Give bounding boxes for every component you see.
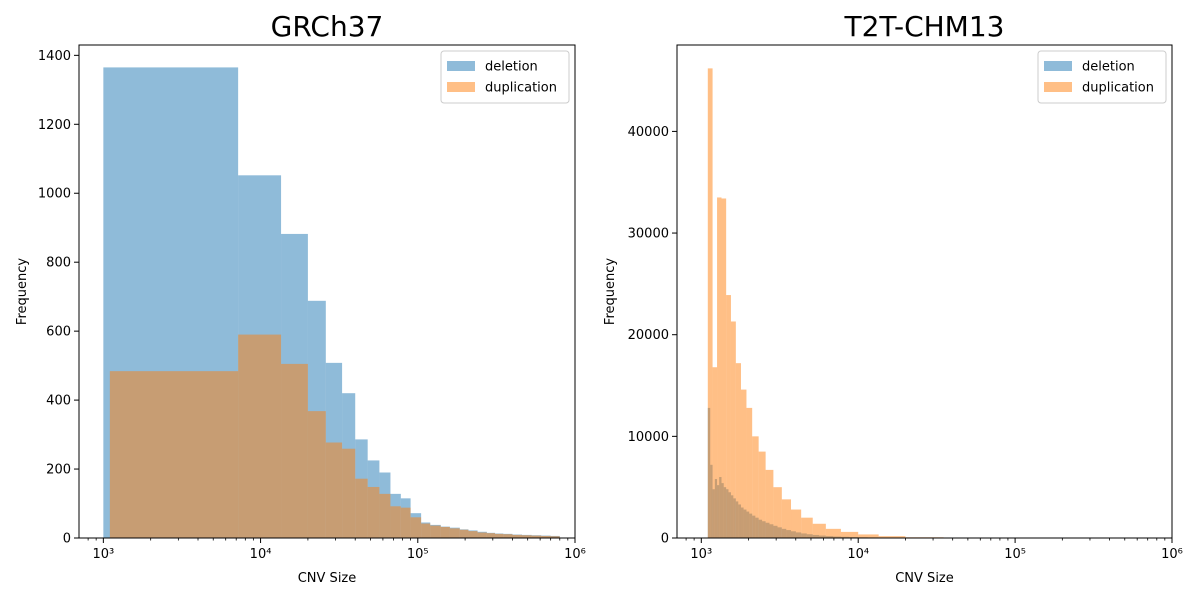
y-tick-label: 30000	[628, 227, 669, 242]
duplication-bar	[801, 517, 813, 538]
duplication-bar	[342, 448, 356, 538]
y-tick-label: 10000	[628, 430, 669, 445]
duplication-bar	[430, 525, 441, 538]
duplication-bar	[440, 526, 450, 538]
duplication-bar	[477, 532, 487, 538]
duplication-bar	[781, 499, 792, 538]
x-axis-label: CNV Size	[298, 571, 357, 586]
duplication-bar	[421, 523, 431, 538]
duplication-bar	[878, 536, 906, 538]
axes-frame	[78, 44, 576, 539]
x-tick-label: 10⁵	[1004, 547, 1026, 562]
y-tick-label: 0	[661, 532, 669, 547]
duplication-bar	[355, 478, 368, 538]
duplication-bar	[840, 531, 859, 538]
x-tick-label: 10⁴	[250, 547, 272, 562]
duplication-bar	[238, 334, 282, 538]
x-tick-label: 10⁴	[847, 547, 869, 562]
duplication-bar	[726, 295, 731, 538]
duplication-bar	[791, 509, 802, 538]
axes-frame	[676, 44, 1173, 539]
x-tick-label: 10⁶	[1161, 547, 1183, 562]
duplication-bar	[495, 533, 504, 538]
duplication-bar	[281, 363, 308, 538]
chart-title: GRCh37	[271, 10, 384, 43]
duplication-bar	[825, 528, 841, 538]
duplication-bar	[449, 528, 460, 538]
x-tick-label: 10⁵	[407, 547, 429, 562]
duplication-bar	[109, 371, 239, 538]
panel-t2t-chm13: 10³ 10⁴ 10⁵ 10⁶ 0 10000 20000 30000 40000 T2T-CHM…	[603, 10, 1183, 586]
duplication-bar	[765, 469, 774, 538]
y-axis-label: Frequency	[603, 258, 618, 325]
deletion-legend-label: deletion	[485, 60, 538, 75]
duplication-bar	[730, 321, 736, 538]
duplication-bar	[468, 531, 478, 538]
legend: deletion duplication	[1037, 50, 1167, 104]
duplication-bar	[521, 535, 532, 538]
duplication-bar	[735, 363, 741, 538]
duplication-bar	[740, 389, 747, 538]
duplication-bar	[707, 68, 713, 538]
x-tick-label: 10⁶	[564, 547, 586, 562]
duplication-bar	[858, 534, 879, 538]
y-tick-label: 1200	[38, 118, 71, 133]
chart-title: T2T-CHM13	[844, 10, 1005, 43]
duplication-bar	[541, 535, 551, 538]
duplication-bar	[390, 506, 401, 538]
x-tick-label: 10³	[92, 547, 114, 562]
deletion-legend-label: deletion	[1082, 60, 1135, 75]
duplication-bar	[379, 493, 391, 538]
duplication-bar	[758, 451, 766, 538]
duplication-bar	[550, 536, 560, 538]
duplication-bar	[410, 517, 422, 538]
y-tick-label: 1000	[38, 187, 71, 202]
duplication-legend-swatch	[447, 82, 475, 92]
duplication-bar	[486, 533, 496, 538]
duplication-legend-swatch	[1044, 82, 1072, 92]
y-tick-label: 200	[46, 463, 71, 478]
duplication-bar	[717, 197, 722, 538]
y-tick-label: 40000	[628, 125, 669, 140]
duplication-legend-label: duplication	[485, 81, 557, 96]
panel-grch37: 10³ 10⁴ 10⁵ 10⁶ 0 200 400 600 800 1000 1200 1400 GRC…	[15, 10, 586, 586]
duplication-bar	[721, 198, 727, 539]
y-tick-label: 600	[46, 325, 71, 340]
duplication-bar	[712, 367, 718, 538]
duplication-bar	[325, 442, 343, 538]
deletion-legend-swatch	[1044, 61, 1072, 71]
y-tick-label: 800	[46, 256, 71, 271]
x-axis-label: CNV Size	[895, 571, 954, 586]
y-tick-label: 400	[46, 394, 71, 409]
duplication-bar	[459, 529, 469, 538]
duplication-bar	[531, 535, 542, 538]
duplication-bar	[512, 534, 522, 538]
duplication-bar	[812, 523, 826, 538]
duplication-bar	[307, 411, 326, 538]
duplication-bar	[503, 534, 513, 538]
duplication-bar	[752, 436, 759, 538]
y-axis-label: Frequency	[15, 258, 30, 325]
duplication-bar	[400, 507, 411, 538]
duplication-bar	[367, 486, 380, 538]
y-tick-label: 0	[63, 532, 71, 547]
duplication-bar	[746, 407, 753, 538]
duplication-legend-label: duplication	[1082, 81, 1154, 96]
legend: deletion duplication	[440, 50, 570, 104]
y-tick-label: 20000	[628, 328, 669, 343]
deletion-legend-swatch	[447, 61, 475, 71]
duplication-bar	[773, 487, 782, 538]
y-tick-label: 1400	[38, 49, 71, 64]
x-tick-label: 10³	[690, 547, 712, 562]
